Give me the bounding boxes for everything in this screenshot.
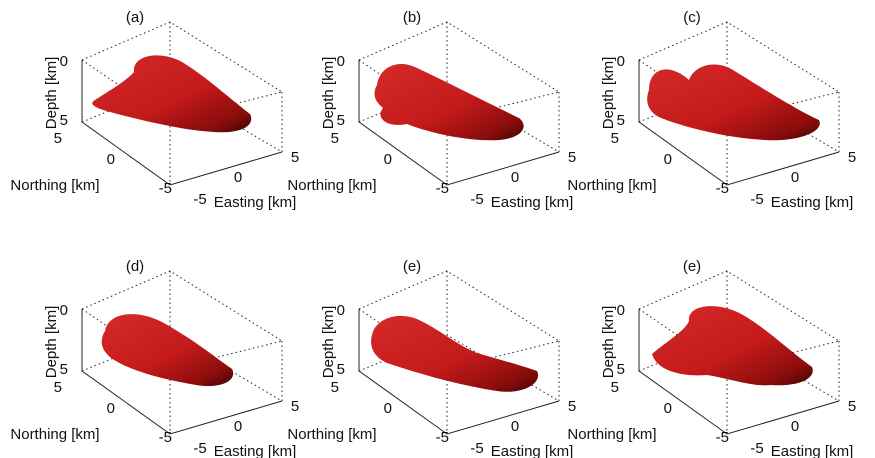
shape [647,65,820,141]
tick-label: 5 [291,398,299,415]
tick-label: 0 [234,169,242,186]
shape [371,316,538,392]
panel: (d) Depth [km] Northing [km] Easting [km] 0 5… [10,258,299,458]
tick-label: 5 [848,398,856,415]
panel-label: (a) [126,9,144,26]
axis-label: Easting [km] [214,194,297,211]
tick-label: -5 [716,429,729,446]
tick-label: -5 [470,440,483,457]
axis-label: Northing [km] [567,426,656,443]
tick-label: 0 [791,169,799,186]
panel: (c) Depth [km] Northing [km] Easting [km] 0 5… [567,9,856,211]
tick-label: 5 [54,379,62,396]
axis-label: Easting [km] [771,443,854,458]
tick-label: 0 [617,302,625,319]
tick-label: 5 [611,379,619,396]
tick-label: 0 [511,169,519,186]
axis-label: Easting [km] [491,194,574,211]
panel-label: (e) [683,258,701,275]
axis-label: Northing [km] [287,177,376,194]
tick-label: 5 [337,112,345,129]
panel-label: (b) [403,9,421,26]
panel: (b) Depth [km] Northing [km] Easting [km] 0 5… [287,9,576,211]
axis-label: Easting [km] [771,194,854,211]
axis-label: Depth [km] [600,306,617,379]
axis-label: Depth [km] [320,57,337,130]
axis-label: Northing [km] [567,177,656,194]
tick-label: 5 [568,398,576,415]
shape [92,55,251,132]
panel: (e) Depth [km] Northing [km] Easting [km] 0 5… [287,258,576,458]
tick-label: 5 [331,379,339,396]
axis-label: Northing [km] [10,426,99,443]
panel: (a) Depth [km] Northing [km] Easting [km] 0 5… [10,9,299,211]
tick-label: 0 [791,418,799,435]
figure: (a)Depth [km]Northing [km]Easting [km]05… [0,0,875,458]
panel: (e) Depth [km] Northing [km] Easting [km] 0 5… [567,258,856,458]
axis-label: Depth [km] [600,57,617,130]
axis-label: Depth [km] [43,306,60,379]
tick-label: 0 [107,400,115,417]
panel-label: (c) [683,9,701,26]
shape [375,64,524,140]
tick-label: -5 [193,440,206,457]
shape [652,306,813,385]
axis-label: Depth [km] [43,57,60,130]
panel-label: (d) [126,258,144,275]
tick-label: 0 [384,400,392,417]
tick-label: 5 [611,130,619,147]
axis-label: Depth [km] [320,306,337,379]
panel-label: (e) [403,258,421,275]
tick-label: 0 [337,302,345,319]
tick-label: -5 [750,440,763,457]
tick-label: 5 [848,149,856,166]
tick-label: -5 [193,191,206,208]
tick-label: 0 [617,53,625,70]
tick-label: 0 [337,53,345,70]
tick-label: 0 [664,400,672,417]
tick-label: 0 [384,151,392,168]
tick-label: 5 [617,112,625,129]
tick-label: 0 [60,302,68,319]
tick-label: 0 [511,418,519,435]
shape [102,314,233,386]
tick-label: 0 [107,151,115,168]
tick-label: 5 [337,361,345,378]
tick-label: -5 [159,180,172,197]
tick-label: -5 [750,191,763,208]
tick-label: 5 [568,149,576,166]
tick-label: -5 [716,180,729,197]
axis-label: Northing [km] [10,177,99,194]
tick-label: 5 [291,149,299,166]
tick-label: 5 [60,361,68,378]
tick-label: 5 [617,361,625,378]
tick-label: -5 [470,191,483,208]
tick-label: 0 [664,151,672,168]
tick-label: 0 [60,53,68,70]
axis-label: Northing [km] [287,426,376,443]
axis-label: Easting [km] [491,443,574,458]
tick-label: -5 [436,429,449,446]
axis-label: Easting [km] [214,443,297,458]
tick-label: 5 [54,130,62,147]
tick-label: 5 [60,112,68,129]
tick-label: 5 [331,130,339,147]
tick-label: -5 [436,180,449,197]
tick-label: -5 [159,429,172,446]
tick-label: 0 [234,418,242,435]
